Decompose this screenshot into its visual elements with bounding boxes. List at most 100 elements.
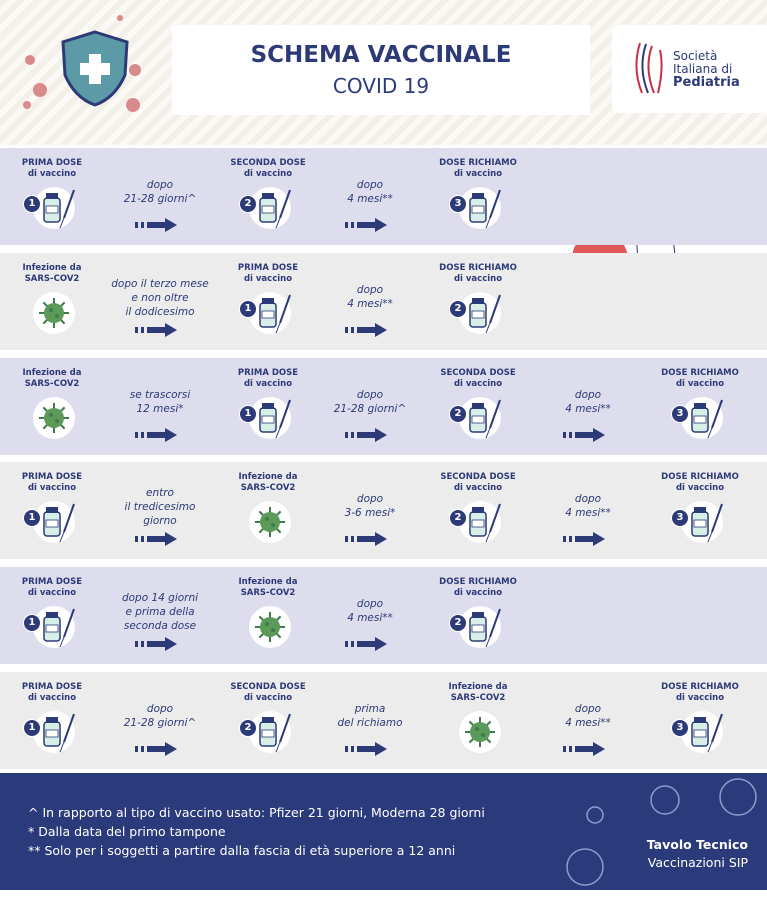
interval-text: 4 mesi** xyxy=(347,612,393,624)
dose-label: Infezione da xyxy=(22,263,82,273)
dose-label: di vaccino xyxy=(243,169,293,179)
dose-label: SECONDA DOSE xyxy=(230,158,306,168)
dose-number: 2 xyxy=(449,509,467,527)
credit-line: Tavolo Tecnico xyxy=(646,837,748,852)
dose-label: di vaccino xyxy=(675,483,725,493)
arrow xyxy=(345,218,387,232)
interval-text: 21-28 giorni^ xyxy=(333,403,407,415)
vaccine-icon xyxy=(33,187,75,229)
dose-label: di vaccino xyxy=(453,483,503,493)
interval-text: 4 mesi** xyxy=(347,298,393,310)
vaccine-icon xyxy=(33,606,75,648)
dose-number: 3 xyxy=(671,405,689,423)
dose-label: SARS-COV2 xyxy=(240,588,296,598)
vaccine-icon xyxy=(249,292,291,334)
dose-label: di vaccino xyxy=(453,379,503,389)
credit-line: Vaccinazioni SIP xyxy=(647,855,748,870)
interval-text: 4 mesi** xyxy=(565,507,611,519)
row-band xyxy=(0,567,767,664)
virus-decoration xyxy=(566,778,757,886)
interval-text: dopo xyxy=(146,703,174,715)
interval-text: dopo xyxy=(356,389,384,401)
dose-label: di vaccino xyxy=(27,169,77,179)
arrow xyxy=(135,742,177,756)
vaccine-icon xyxy=(249,187,291,229)
dose-label: PRIMA DOSE xyxy=(21,472,83,482)
dose-label: DOSE RICHIAMO xyxy=(661,368,739,378)
dose-number: 3 xyxy=(449,195,467,213)
dose-label: DOSE RICHIAMO xyxy=(439,263,517,273)
interval-text: 3-6 mesi* xyxy=(344,507,396,519)
dose-label: di vaccino xyxy=(243,274,293,284)
interval-text: dopo xyxy=(356,598,384,610)
interval-text: giorno xyxy=(143,515,177,527)
arrow xyxy=(563,742,605,756)
dose-number: 1 xyxy=(23,614,41,632)
interval-text: 4 mesi** xyxy=(347,193,393,205)
virus-icon xyxy=(249,501,291,543)
virus-icon xyxy=(33,292,75,334)
dose-label: PRIMA DOSE xyxy=(21,158,83,168)
arrow xyxy=(135,637,177,651)
arrow xyxy=(345,532,387,546)
interval-text: dopo il terzo mese xyxy=(111,278,209,290)
interval-text: 4 mesi** xyxy=(565,403,611,415)
interval-text: entro xyxy=(146,487,174,499)
vaccine-icon xyxy=(459,606,501,648)
dose-label: di vaccino xyxy=(27,588,77,598)
logo-mark xyxy=(635,42,663,94)
dose-number: 3 xyxy=(671,509,689,527)
dose-label: SECONDA DOSE xyxy=(440,368,516,378)
dose-label: DOSE RICHIAMO xyxy=(661,472,739,482)
vaccine-icon xyxy=(681,501,723,543)
virus-icon xyxy=(459,711,501,753)
vaccine-icon xyxy=(459,187,501,229)
row-band xyxy=(0,358,767,455)
logo-line: Italiana di xyxy=(673,62,733,76)
dose-number: 1 xyxy=(239,405,257,423)
dose-label: PRIMA DOSE xyxy=(21,577,83,587)
dose-label: DOSE RICHIAMO xyxy=(661,682,739,692)
dose-number: 2 xyxy=(239,195,257,213)
logo-box xyxy=(612,25,767,113)
row-band xyxy=(0,148,767,245)
dose-label: SECONDA DOSE xyxy=(230,682,306,692)
arrow xyxy=(563,532,605,546)
interval-text: 21-28 giorni^ xyxy=(123,193,197,205)
interval-text: dopo xyxy=(356,284,384,296)
dose-label: SARS-COV2 xyxy=(450,693,506,703)
dose-number: 1 xyxy=(23,509,41,527)
dose-number: 2 xyxy=(449,614,467,632)
interval-text: dopo xyxy=(356,493,384,505)
interval-text: il dodicesimo xyxy=(125,306,195,318)
arrow xyxy=(135,428,177,442)
arrow xyxy=(345,637,387,651)
interval-text: il tredicesimo xyxy=(124,501,196,513)
vaccine-icon xyxy=(33,501,75,543)
arrow xyxy=(345,323,387,337)
interval-text: prima xyxy=(354,703,386,715)
arrow xyxy=(345,742,387,756)
interval-text: se trascorsi xyxy=(129,389,191,401)
dose-number: 2 xyxy=(239,719,257,737)
interval-text: 4 mesi** xyxy=(565,717,611,729)
dose-number: 1 xyxy=(23,195,41,213)
dose-label: SARS-COV2 xyxy=(24,274,80,284)
credit: Tavolo Tecnico Vaccinazioni SIP xyxy=(600,836,748,872)
dose-label: SARS-COV2 xyxy=(24,379,80,389)
logo-text: Società Italiana di Pediatria xyxy=(673,50,740,90)
vaccine-icon xyxy=(459,292,501,334)
footnote: ^ In rapporto al tipo di vaccino usato: … xyxy=(28,805,485,820)
dose-label: PRIMA DOSE xyxy=(237,263,299,273)
arrow xyxy=(345,428,387,442)
dose-label: SARS-COV2 xyxy=(240,483,296,493)
arrow xyxy=(135,218,177,232)
dose-label: DOSE RICHIAMO xyxy=(439,158,517,168)
footnote: ** Solo per i soggetti a partire dalla f… xyxy=(28,843,456,858)
dose-label: di vaccino xyxy=(675,693,725,703)
vaccine-icon xyxy=(459,397,501,439)
dose-label: di vaccino xyxy=(243,693,293,703)
interval-text: dopo xyxy=(574,703,602,715)
interval-text: dopo xyxy=(146,179,174,191)
interval-text: dopo xyxy=(574,493,602,505)
